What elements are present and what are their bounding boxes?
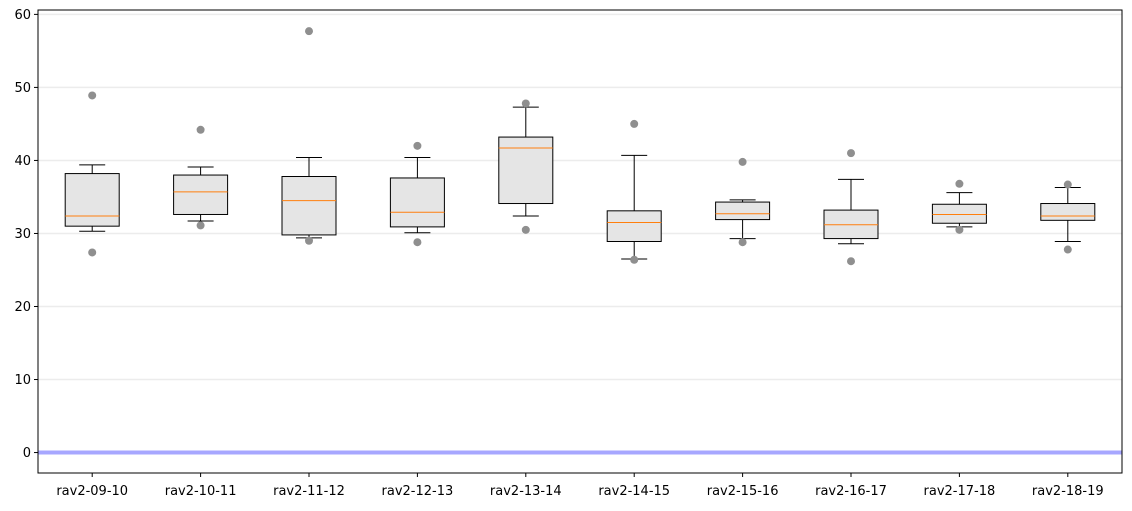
outlier-point: [305, 27, 313, 36]
y-tick-label: 0: [23, 446, 31, 461]
plot-frame: [37, 9, 1123, 474]
box-group: [281, 27, 337, 245]
box-group: [1040, 180, 1096, 254]
box-group: [389, 141, 445, 247]
box-iqr: [1040, 203, 1096, 221]
x-tick-label: rav2-15-16: [707, 484, 779, 499]
box-group: [64, 91, 120, 257]
box-iqr: [606, 210, 662, 243]
x-tick-label: rav2-17-18: [924, 484, 996, 499]
outlier-point: [521, 225, 530, 234]
x-tick-label: rav2-10-11: [165, 484, 237, 499]
x-tick-label: rav2-18-19: [1032, 484, 1104, 499]
box-iqr: [173, 174, 229, 215]
outlier-point: [1063, 180, 1072, 189]
outlier-point: [630, 255, 639, 264]
box-iqr: [498, 136, 554, 205]
y-tick-label: 30: [14, 227, 31, 242]
outlier-point: [413, 238, 422, 247]
outlier-point: [88, 91, 97, 100]
outlier-point: [413, 141, 422, 150]
x-tick-label: rav2-09-10: [56, 484, 128, 499]
y-tick-label: 40: [14, 154, 31, 169]
outlier-point: [955, 179, 964, 188]
box-group: [931, 179, 987, 234]
outlier-point: [847, 149, 855, 158]
outlier-point: [847, 257, 855, 266]
box-iqr: [389, 177, 445, 228]
box-iqr: [64, 173, 120, 227]
x-tick-label: rav2-14-15: [598, 484, 670, 499]
outlier-point: [305, 236, 313, 245]
box-group: [173, 125, 229, 230]
boxes-layer: [64, 27, 1096, 266]
box-group: [715, 157, 771, 247]
y-tick-label: 60: [14, 8, 31, 23]
y-tick-label: 50: [14, 81, 31, 96]
box-group: [823, 149, 879, 266]
grid-layer: [38, 13, 1122, 454]
y-tick-label: 20: [14, 300, 31, 315]
x-tick-label: rav2-16-17: [815, 484, 887, 499]
x-tick-label: rav2-13-14: [490, 484, 562, 499]
outlier-point: [1063, 245, 1072, 254]
x-tick-label: rav2-12-13: [382, 484, 454, 499]
outlier-point: [88, 248, 97, 257]
outlier-point: [196, 125, 205, 134]
outlier-point: [630, 119, 639, 128]
outlier-point: [196, 221, 205, 230]
box-iqr: [931, 203, 987, 224]
y-tick-label: 10: [14, 373, 31, 388]
outlier-point: [955, 225, 964, 234]
outlier-point: [738, 238, 747, 247]
x-tick-label: rav2-11-12: [273, 484, 345, 499]
outlier-point: [738, 157, 747, 166]
box-group: [498, 99, 554, 234]
box-iqr: [281, 176, 337, 236]
box-group: [606, 119, 662, 264]
box-iqr: [715, 201, 771, 221]
outlier-point: [521, 99, 530, 108]
axes-layer: 0 10 20 30 40 50 60 rav2-09-10 rav2-10-11 rav2-11…: [14, 8, 1103, 499]
